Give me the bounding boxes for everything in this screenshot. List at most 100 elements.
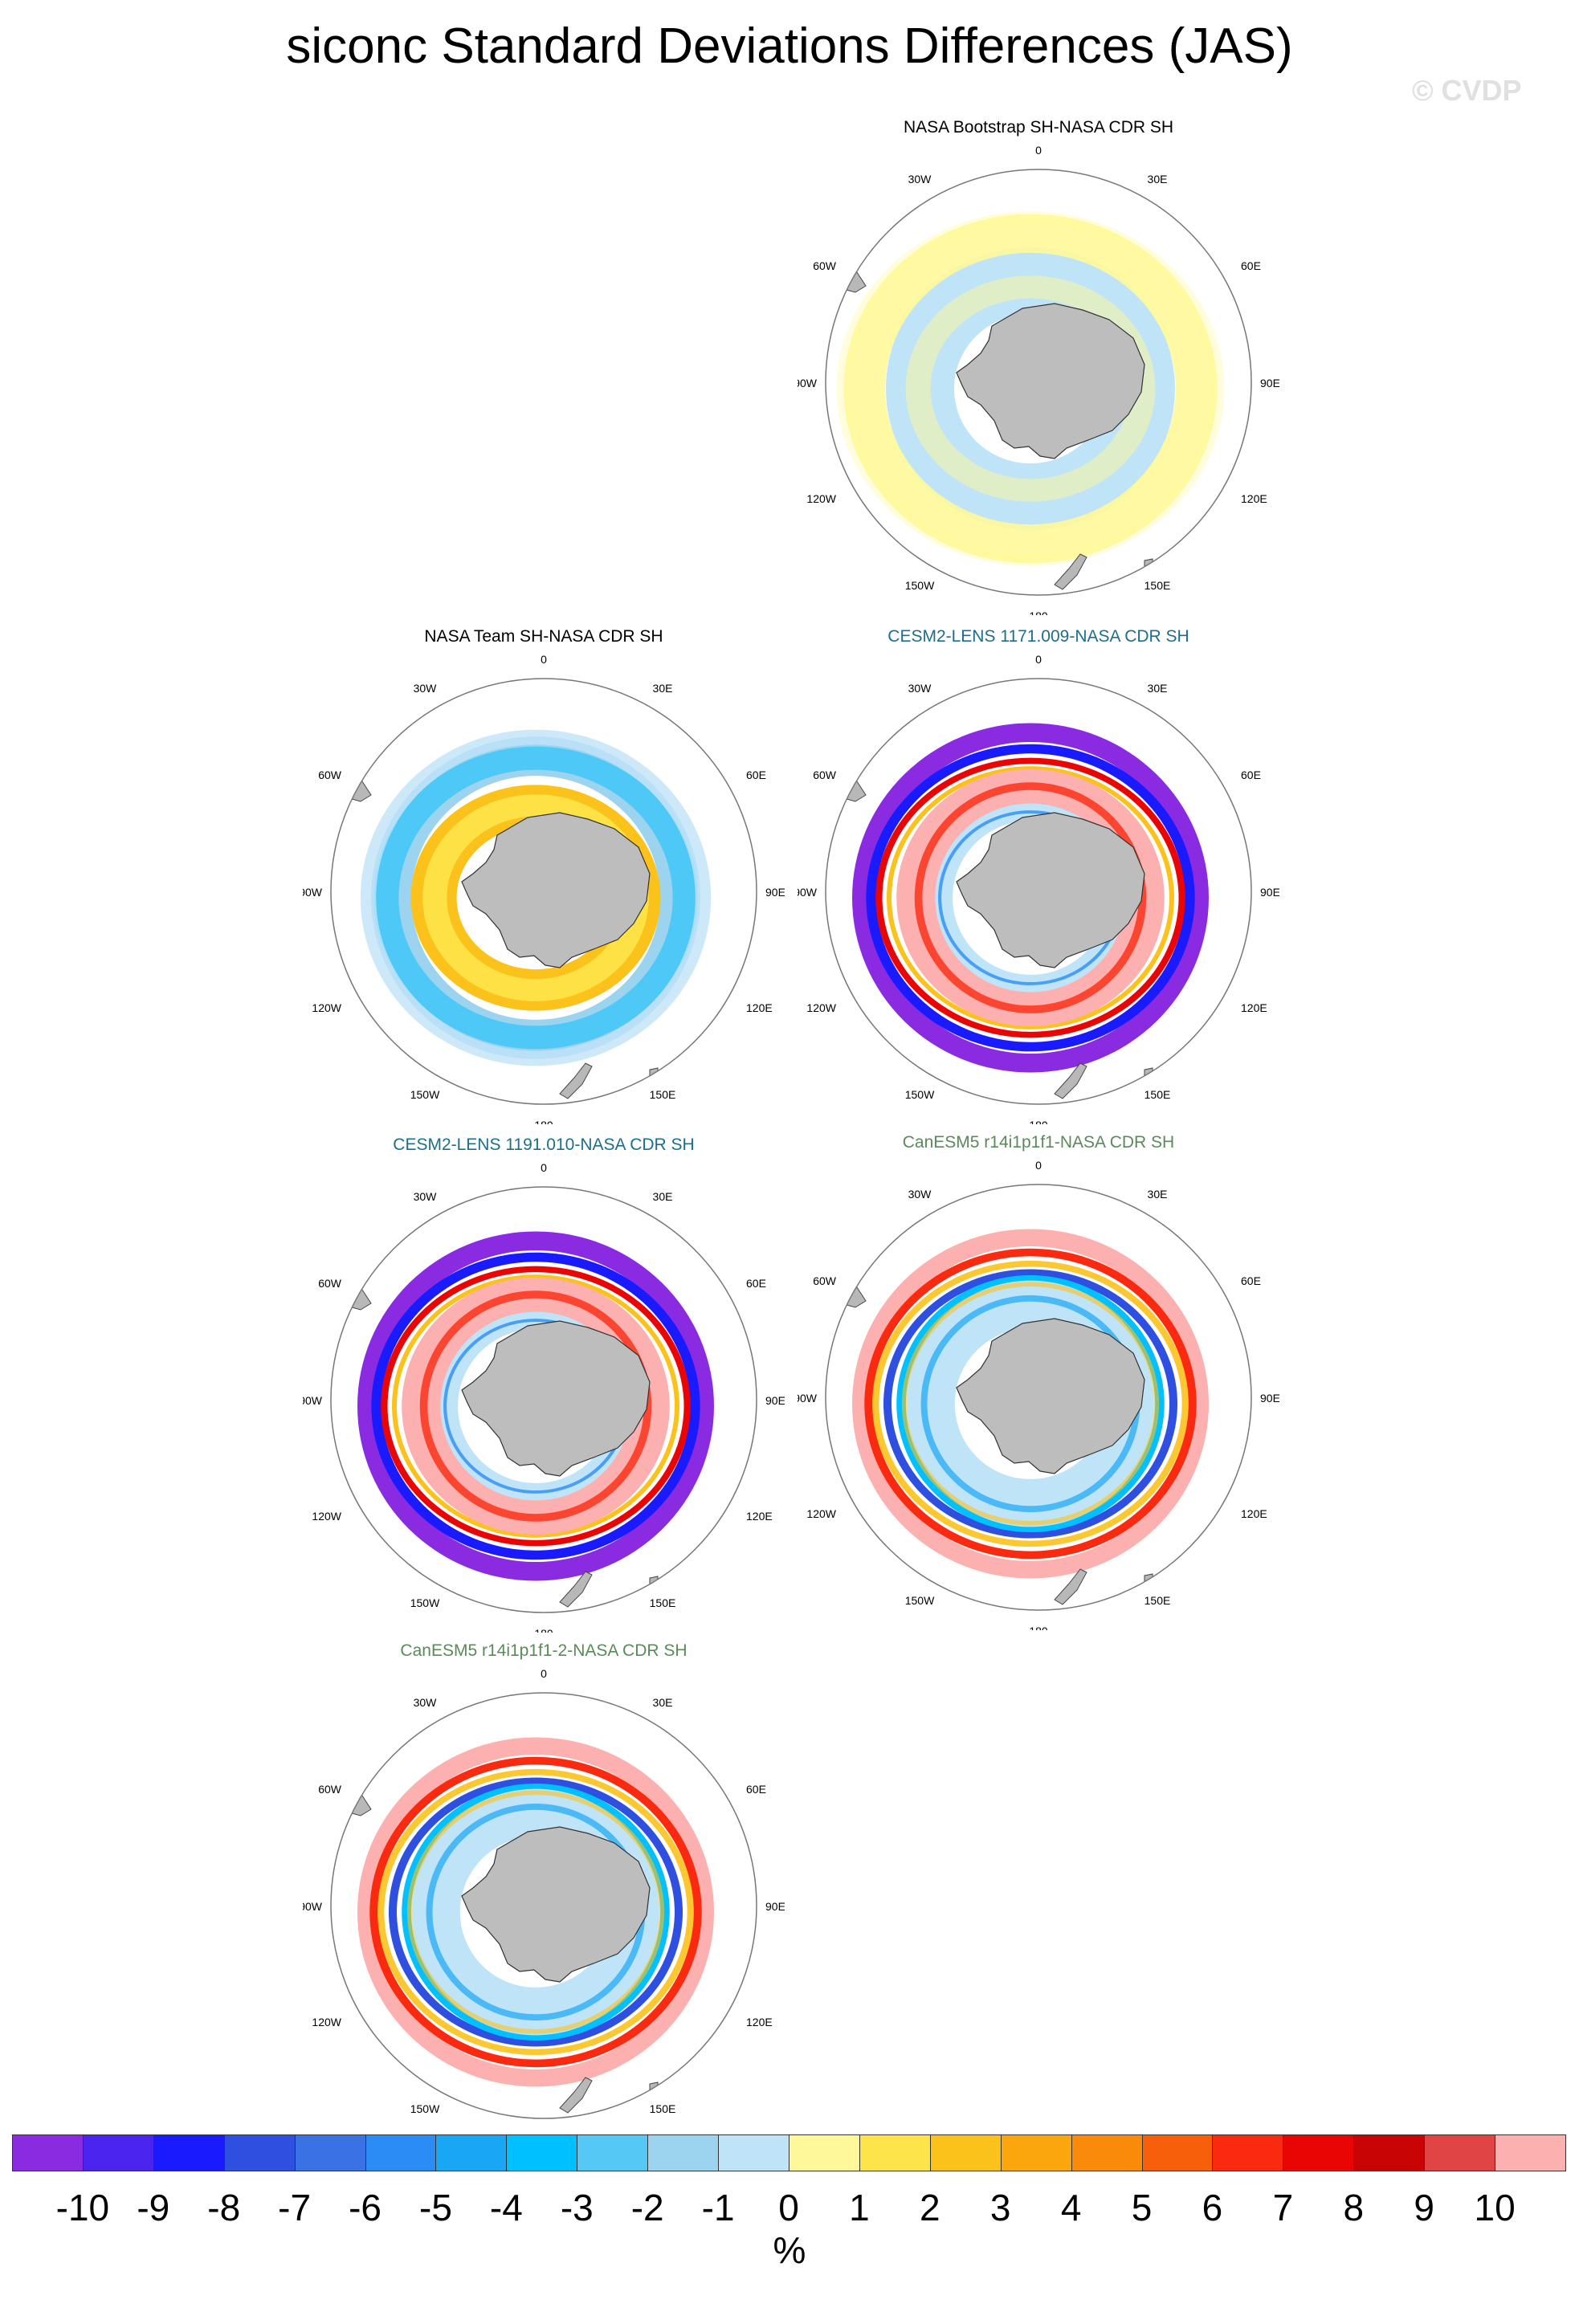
longitude-label-right_upper: 60E [1241,1274,1261,1287]
longitude-label-right: 90E [1260,886,1279,899]
longitude-label-right: 90E [765,1900,785,1913]
longitude-label-left: 90W [303,886,323,899]
longitude-label-lower_right: 150E [650,1596,676,1609]
colorbar-swatch [1141,2134,1214,2171]
longitude-label-upper_right: 30E [653,682,673,695]
map-panel-canesm5-2: CanESM5 r14i1p1f1-2-NASA CDR SH 018030W3… [303,1641,785,2138]
longitude-label-upper_right: 30E [653,1696,673,1709]
longitude-label-right_upper: 60E [1241,259,1261,272]
colorbar-swatch [647,2134,720,2171]
colorbar-tick-label: -5 [419,2187,452,2228]
longitude-label-lower_left: 150W [905,1088,935,1101]
longitude-label-right_lower: 120E [1241,492,1267,505]
colorbar-tick-label: 4 [1060,2187,1082,2228]
colorbar-swatch [153,2134,225,2171]
colorbar-tick-label: -4 [489,2187,523,2228]
longitude-label-top: 0 [541,1667,547,1680]
longitude-label-lower_left: 150W [905,1594,935,1607]
longitude-label-left_lower: 120W [806,1507,836,1520]
longitude-label-lower_left: 150W [905,579,935,592]
colorbar-swatch [1000,2134,1072,2171]
longitude-label-right_lower: 120E [1241,1001,1267,1014]
longitude-label-bottom: 180 [1029,610,1048,615]
colorbar-tick-label: -8 [207,2187,241,2228]
colorbar-tick-label: 0 [778,2187,799,2228]
colorbar-swatch [1353,2134,1426,2171]
panel-title: CanESM5 r14i1p1f1-2-NASA CDR SH [400,1641,687,1660]
colorbar-swatch [859,2134,931,2171]
colorbar-tick-label: 7 [1272,2187,1294,2228]
colorbar-swatch [506,2134,578,2171]
colorbar-swatch [1071,2134,1143,2171]
map-border [825,1184,1252,1611]
longitude-label-upper_right: 30E [1148,173,1168,186]
longitude-label-lower_left: 150W [410,1088,440,1101]
longitude-label-left: 90W [798,377,818,389]
colorbar-tick-label: 3 [989,2187,1011,2228]
colorbar-tick-label: 6 [1202,2187,1223,2228]
longitude-label-left: 90W [303,1900,323,1913]
colorbar-swatch [12,2134,84,2171]
map-border [330,1186,757,1613]
colorbar-tick-label: 1 [849,2187,870,2228]
longitude-label-lower_right: 150E [650,1088,676,1101]
longitude-label-right_upper: 60E [1241,769,1261,781]
map-panel-cesm2-1191: CESM2-LENS 1191.010-NASA CDR SH 0 180 30W 3… [303,1135,785,1633]
polar-map: 0 180 30W 30E 60W 60E 90W 90E 120W 120E 150W 150E [798,144,1279,615]
longitude-label-lower_right: 150E [1144,1594,1171,1607]
longitude-label-top: 0 [541,653,547,666]
polar-map: 0 180 30W 30E 60W 60E 90W 90E 120W 120E 150W 150E [303,1161,785,1633]
longitude-label-bottom: 180 [534,1627,553,1633]
colorbar-tick-label: -6 [349,2187,381,2228]
new-zealand-landmass [1054,1062,1087,1099]
map-panel-bootstrap: NASA Bootstrap SH-NASA CDR SH 0 180 30W 30E… [798,117,1279,615]
longitude-label-right_lower: 120E [1241,1507,1267,1520]
longitude-label-upper_left: 30W [908,173,932,186]
longitude-label-upper_left: 30W [414,682,438,695]
panel-title: CESM2-LENS 1171.009-NASA CDR SH [887,627,1189,646]
colorbar-tick-label: 5 [1131,2187,1153,2228]
colorbar-swatch [82,2134,154,2171]
antarctica-landmass [461,812,651,968]
watermark: © CVDP [1412,74,1522,107]
antarctica-landmass [956,1318,1145,1474]
colorbar-swatch [1212,2134,1284,2171]
colorbar-swatch [789,2134,860,2171]
longitude-label-left: 90W [303,1394,323,1407]
new-zealand-landmass [559,1571,593,1608]
colorbar-tick-label: -7 [278,2187,312,2228]
colorbar-tick-label: 2 [920,2187,940,2228]
longitude-label-bottom: 180 [1029,1119,1048,1124]
colorbar-swatch [1495,2134,1566,2171]
longitude-label-left_lower: 120W [806,1001,836,1014]
new-zealand-landmass [559,1062,593,1099]
antarctica-landmass [461,1826,651,1983]
colorbar-swatch [718,2134,790,2171]
longitude-label-upper_right: 30E [653,1190,673,1203]
antarctica-landmass [461,1320,651,1477]
page-title: siconc Standard Deviations Differences (… [286,18,1293,74]
longitude-label-lower_right: 150E [650,2102,676,2115]
longitude-label-left_upper: 60W [813,259,837,272]
colorbar-tick-label: -9 [137,2187,170,2228]
longitude-label-right_upper: 60E [746,769,766,781]
longitude-label-top: 0 [1035,653,1042,666]
map-panel-team: NASA Team SH-NASA CDR SH 0 180 30W 30E 60W 60… [303,626,785,1124]
longitude-label-upper_left: 30W [908,682,932,695]
longitude-label-right: 90E [765,1394,785,1407]
colorbar-swatch [223,2134,296,2171]
longitude-label-lower_right: 150E [1144,1088,1171,1101]
longitude-label-right_lower: 120E [746,1001,773,1014]
colorbar-tick-label: -3 [560,2187,594,2228]
colorbar-tick-label: 10 [1474,2187,1516,2228]
polar-map: 0 180 30W 30E 60W 60E 90W 90E 120W 120E 150W 150E [798,653,1279,1124]
antarctica-landmass [956,303,1145,459]
colorbar-swatch [1424,2134,1496,2171]
longitude-label-left_upper: 60W [813,769,837,781]
longitude-label-upper_left: 30W [414,1190,438,1203]
longitude-label-left_upper: 60W [318,769,342,781]
longitude-label-left_upper: 60W [318,1277,342,1290]
map-panel-canesm5: CanESM5 r14i1p1f1-NASA CDR SH 0 180 30W 30E… [798,1132,1279,1630]
longitude-label-upper_right: 30E [1148,682,1168,695]
panel-title: CanESM5 r14i1p1f1-NASA CDR SH [902,1133,1175,1152]
